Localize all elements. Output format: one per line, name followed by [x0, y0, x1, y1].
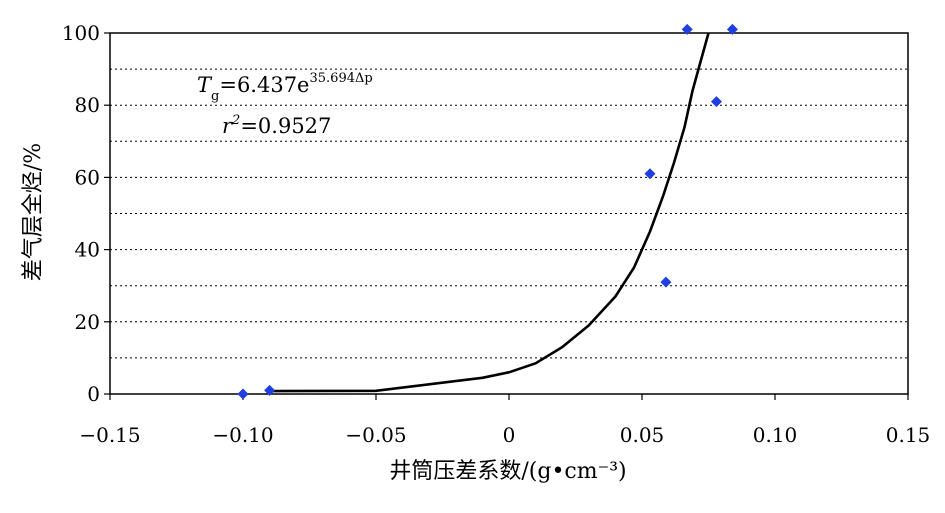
series-layer: [237, 23, 738, 400]
r-squared-r: r: [222, 114, 234, 138]
data-point-diamond: [644, 168, 656, 180]
data-point-diamond: [681, 23, 693, 35]
equation-body: =6.437e: [219, 73, 309, 97]
y-tick-label: 20: [75, 310, 100, 334]
x-tick-label: 0: [503, 423, 516, 447]
equation-main: T: [197, 73, 213, 97]
data-point-diamond: [710, 96, 722, 108]
r-squared-annotation: r2=0.9527: [222, 113, 331, 138]
y-tick-label: 40: [75, 238, 100, 262]
x-axis-title: 井筒压差系数/(g•cm⁻³): [389, 459, 626, 484]
data-point-diamond: [237, 388, 249, 400]
x-tick-label: −0.05: [345, 423, 406, 447]
equation-subscript: g: [211, 89, 219, 104]
x-tick-label: 0.05: [620, 423, 665, 447]
equation-exponent: 35.694Δp: [310, 71, 373, 86]
r-squared-value: =0.9527: [240, 114, 331, 138]
x-tick-label: −0.10: [212, 423, 273, 447]
y-tick-label: 60: [75, 165, 100, 189]
equation-annotation: Tg=6.437e35.694Δp: [197, 71, 373, 104]
y-tick-label: 100: [62, 21, 100, 45]
y-axis-title: 差气层全烃/%: [21, 143, 46, 281]
x-tick-label: 0.10: [753, 423, 798, 447]
r-squared-sup: 2: [231, 113, 240, 128]
y-axis-ticks: 0 20 40 60 80 100: [62, 21, 110, 406]
x-axis-ticks: −0.15 −0.10 −0.05 0 0.05 0.10 0.15: [79, 394, 930, 447]
x-tick-label: −0.15: [79, 423, 140, 447]
grid-layer: [110, 68, 908, 359]
data-point-diamond: [660, 276, 672, 288]
data-point-diamond: [264, 384, 276, 396]
y-tick-label: 0: [87, 382, 100, 406]
fit-curve-line: [269, 32, 710, 393]
data-point-diamond: [726, 23, 738, 35]
x-tick-label: 0.15: [886, 423, 931, 447]
y-tick-label: 80: [75, 93, 100, 117]
